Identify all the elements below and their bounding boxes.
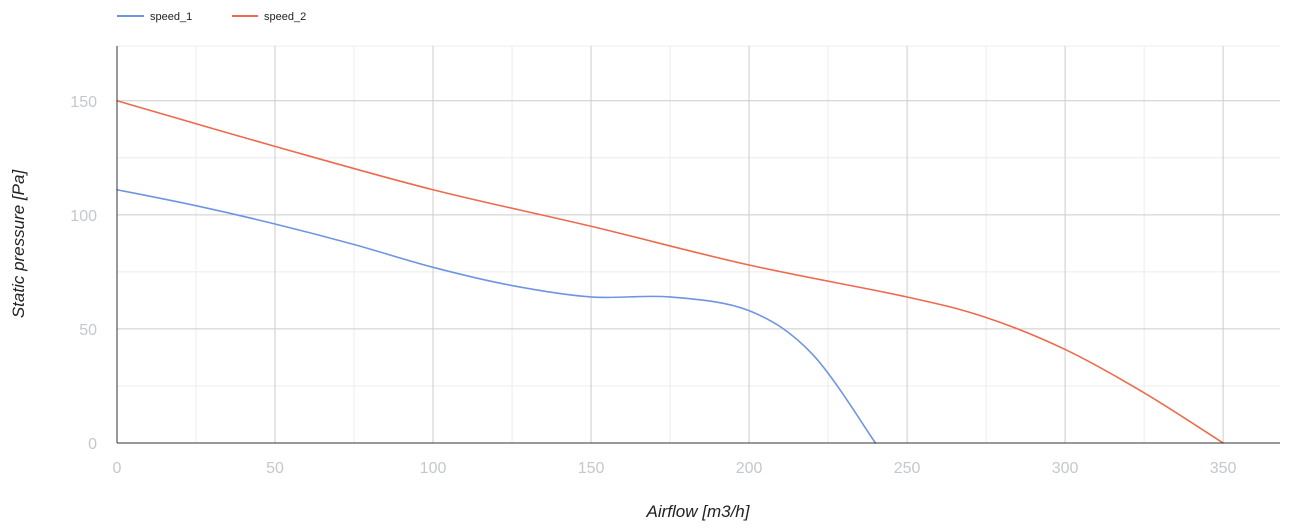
series-line-speed-2 bbox=[116, 99, 1224, 444]
x-axis-title: Airflow [m3/h] bbox=[646, 502, 751, 521]
x-tick-label: 300 bbox=[1052, 460, 1079, 477]
x-tick-label: 150 bbox=[578, 460, 605, 477]
y-tick-label: 100 bbox=[70, 208, 97, 225]
y-axis-title: Static pressure [Pa] bbox=[9, 169, 28, 319]
y-tick-label: 50 bbox=[79, 322, 97, 339]
legend-label-speed-1: speed_1 bbox=[150, 11, 192, 23]
major-grid bbox=[117, 46, 1280, 443]
axes bbox=[116, 46, 1280, 444]
x-tick-label: 200 bbox=[736, 460, 763, 477]
x-tick-label: 0 bbox=[113, 460, 122, 477]
series-layer bbox=[116, 99, 1224, 444]
legend: speed_1 speed_2 bbox=[117, 11, 306, 23]
minor-grid bbox=[117, 45, 1280, 443]
tick-labels: 0 50 100 150 200 250 300 350 0 50 100 150 bbox=[70, 94, 1236, 477]
x-tick-label: 100 bbox=[420, 460, 447, 477]
x-tick-label: 50 bbox=[266, 460, 284, 477]
legend-label-speed-2: speed_2 bbox=[264, 11, 306, 23]
series-line-speed-1 bbox=[116, 188, 877, 444]
y-tick-label: 150 bbox=[70, 94, 97, 111]
x-tick-label: 250 bbox=[894, 460, 921, 477]
x-tick-label: 350 bbox=[1210, 460, 1237, 477]
y-tick-label: 0 bbox=[88, 436, 97, 453]
